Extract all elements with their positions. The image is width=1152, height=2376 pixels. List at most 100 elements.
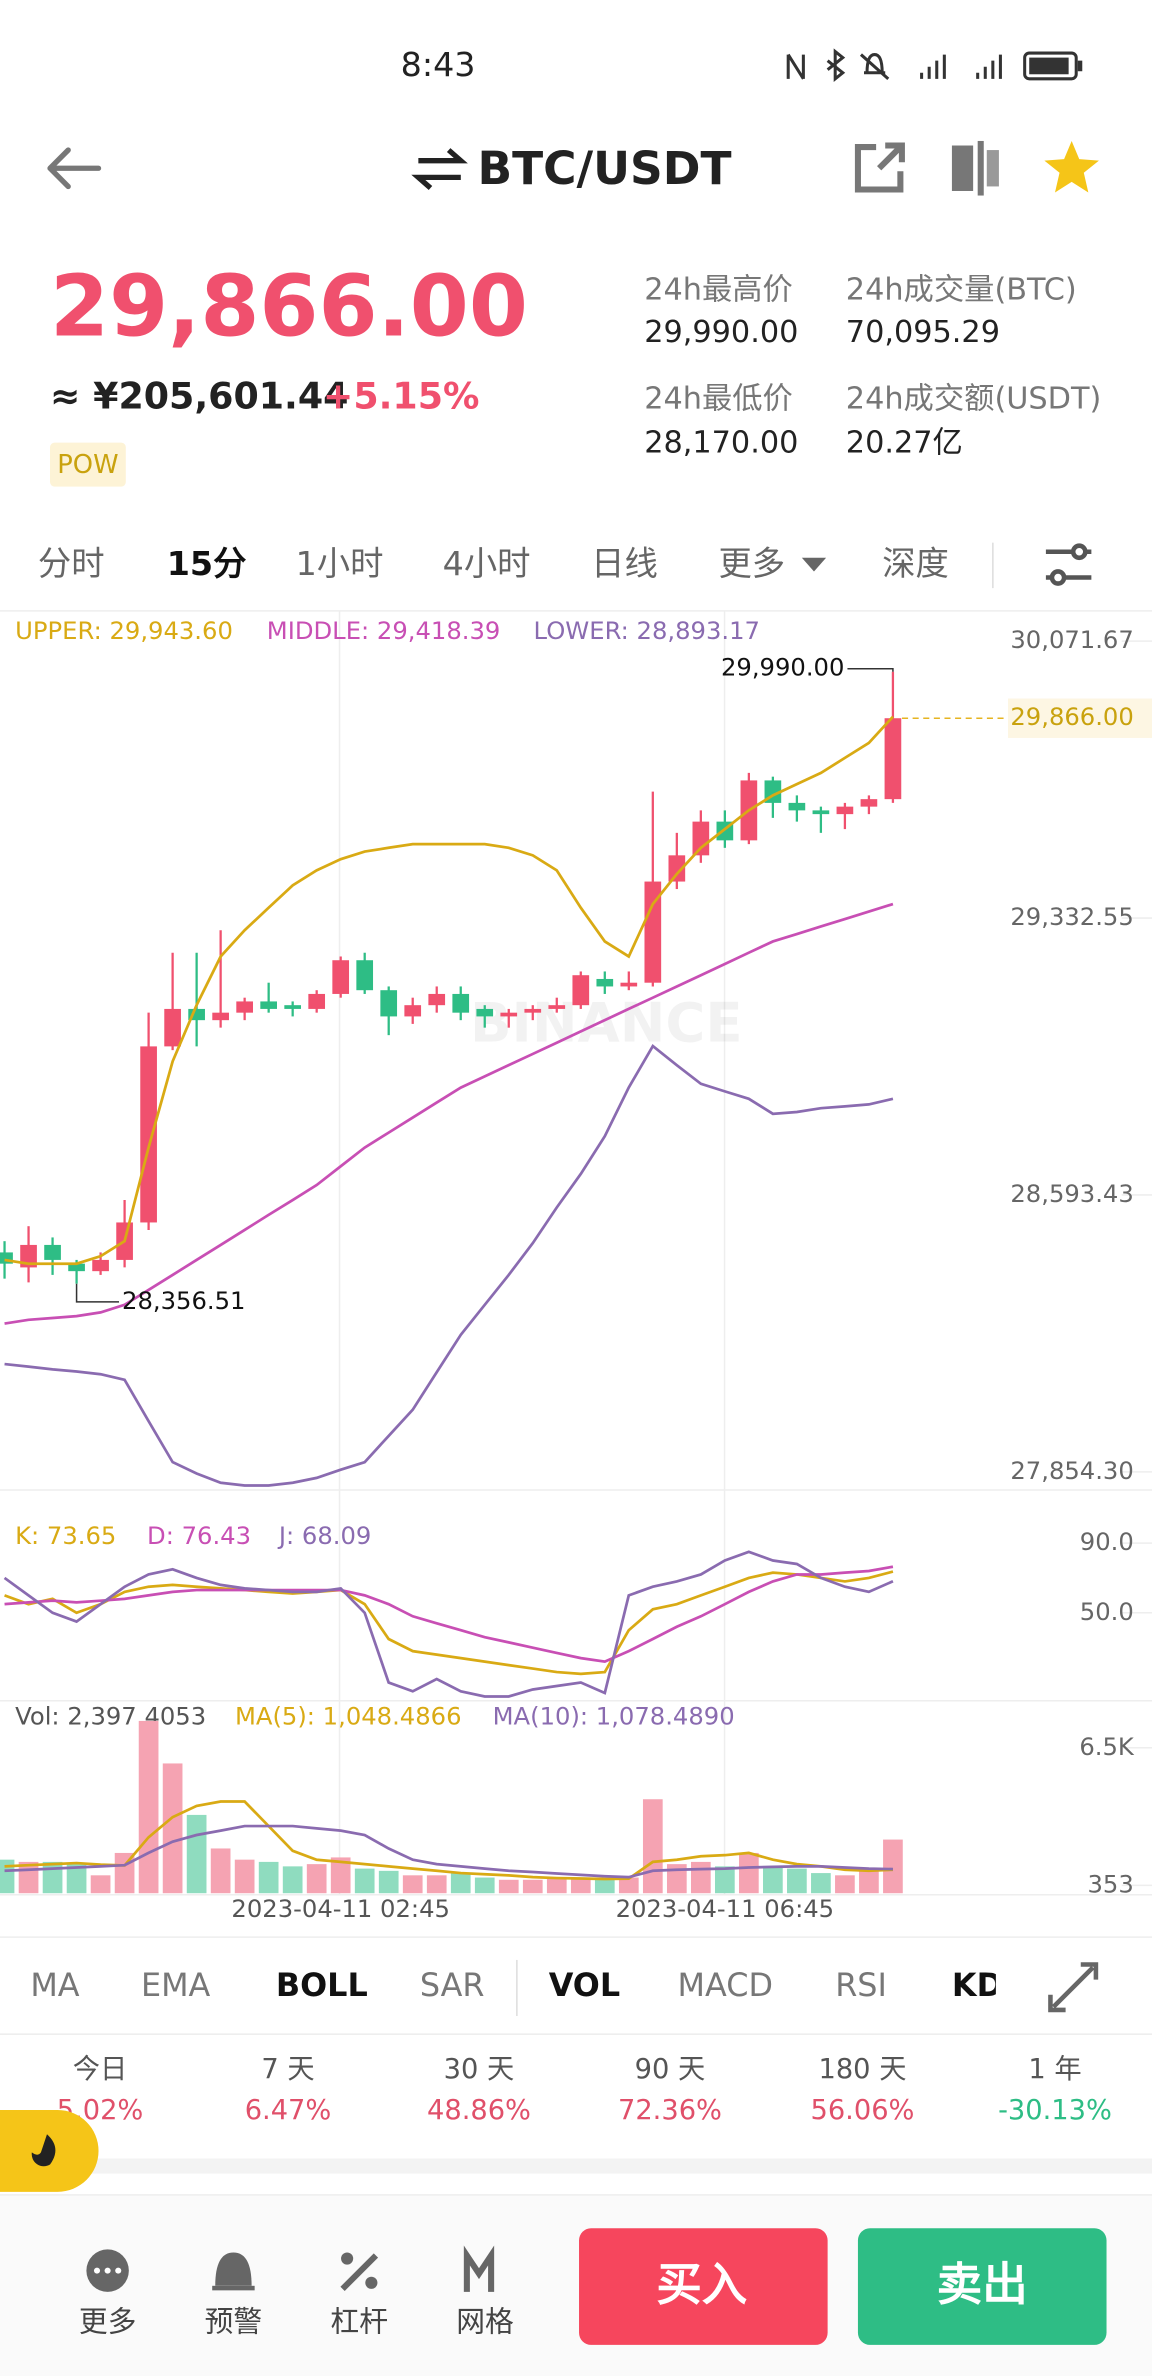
indicator-tab[interactable]: EMA (141, 1966, 211, 2004)
expand-button[interactable] (1048, 1962, 1099, 2013)
volume-bar (690, 1861, 711, 1894)
stat-label: 24h最高价 (644, 273, 793, 308)
interval-tab[interactable]: 15分 (167, 544, 247, 583)
favorite-star[interactable] (1044, 140, 1099, 193)
share-button[interactable] (854, 142, 905, 193)
y-tick-label: 50.0 (1080, 1597, 1134, 1626)
indicator-tab[interactable]: SAR (420, 1966, 485, 2004)
indicator-tab[interactable]: MA (30, 1966, 79, 2004)
candle-body (572, 975, 590, 1006)
candle-body (860, 799, 878, 807)
time-label: 2023-04-11 02:45 (231, 1894, 450, 1923)
candle-body (308, 993, 326, 1009)
status-time: 8:43 (401, 45, 476, 84)
sell-button[interactable] (857, 2228, 1107, 2345)
volume-bar (258, 1861, 279, 1894)
sell-label[interactable]: 卖出 (937, 2258, 1028, 2311)
volume-bar (186, 1814, 207, 1894)
candle-body (188, 1008, 205, 1021)
volume-bar (618, 1877, 639, 1894)
candle-body (836, 806, 854, 815)
y-tick-label: 90.0 (1080, 1527, 1134, 1556)
y-tick-label: 353 (1088, 1869, 1134, 1898)
interval-tab[interactable]: 1小时 (296, 544, 384, 583)
volume-bar (162, 1763, 183, 1894)
volume-bar (210, 1848, 231, 1894)
legend-entry: MA(5): 1,048.4866 (235, 1701, 462, 1730)
stat-label: 24h成交量(BTC) (846, 273, 1077, 308)
candle-body (500, 1012, 518, 1017)
panel-lines (0, 610, 1152, 2035)
stat-value: 70,095.29 (846, 315, 1000, 350)
volume-bar (763, 1866, 783, 1894)
swap-icon[interactable] (411, 148, 468, 190)
low-pointer (75, 1283, 120, 1303)
y-tick-label: 6.5K (1079, 1732, 1135, 1761)
indicator-tab[interactable]: VOL (549, 1966, 620, 2004)
candle-body (452, 993, 470, 1013)
period-label: 7 天 (261, 2054, 314, 2085)
candle-body (260, 1001, 277, 1009)
stat-label: 24h成交额(USDT) (846, 382, 1102, 417)
candle-body (524, 1008, 542, 1013)
stat-value: 29,990.00 (644, 315, 798, 350)
kdj-k (4, 1570, 894, 1676)
interval-tab[interactable]: 更多 (718, 544, 785, 583)
high-label: 29,990.00 (721, 653, 844, 682)
y-tick-label: 27,854.30 (1010, 1456, 1133, 1485)
volume-bar (811, 1873, 831, 1894)
volume-bar (138, 1720, 159, 1894)
pair-title: BTC/USDT (477, 142, 731, 195)
volume-bar (354, 1868, 375, 1894)
interval-tab[interactable]: 分时 (38, 544, 105, 583)
candle-body (356, 960, 374, 991)
candle-body (668, 855, 686, 882)
buy-button[interactable] (579, 2228, 828, 2345)
tag-badge (50, 442, 126, 487)
price-change: +5.15% (323, 375, 480, 418)
interval-tab[interactable]: 深度 (882, 544, 949, 583)
interval-tab[interactable]: 日线 (591, 544, 658, 583)
volume-bar (714, 1866, 735, 1894)
volume-bar (498, 1879, 519, 1894)
settings-button[interactable] (1045, 543, 1092, 586)
indicator-tab[interactable]: MACD (678, 1966, 773, 2004)
y-tick-label: 29,332.55 (1010, 902, 1133, 931)
volume-ma5 (4, 1800, 894, 1881)
tool-label[interactable]: 网格 (456, 2305, 514, 2339)
volume-bar (330, 1857, 351, 1894)
back-button[interactable] (47, 147, 102, 190)
indicator-tab[interactable]: KD (952, 1966, 1003, 2004)
layout-button[interactable] (951, 140, 999, 196)
tool-label[interactable]: 杠杆 (330, 2305, 388, 2339)
legend-entry: J: 68.09 (277, 1521, 371, 1550)
period-label: 90 天 (635, 2054, 706, 2085)
volume-bar (570, 1877, 591, 1894)
candle-body (548, 1005, 566, 1009)
candle-body (692, 821, 710, 856)
stat-label: 24h最低价 (644, 382, 793, 417)
period-value: 56.06% (810, 2095, 914, 2126)
last-price-label: 29,866.00 (1010, 702, 1133, 731)
period-label: 今日 (73, 2054, 128, 2085)
period-value: 72.36% (618, 2095, 722, 2126)
volume-bar (666, 1864, 687, 1894)
volume-bar (522, 1879, 543, 1894)
candle-body (788, 802, 806, 811)
tool-label[interactable]: 更多 (79, 2305, 137, 2339)
buy-label[interactable]: 买入 (656, 2258, 747, 2311)
indicator-tab[interactable]: BOLL (276, 1966, 368, 2004)
volume-bar (426, 1875, 447, 1894)
interval-tab[interactable]: 4小时 (443, 544, 531, 583)
candle-body (92, 1259, 109, 1272)
last-price: 29,866.00 (50, 258, 528, 357)
volume-bar (546, 1877, 567, 1894)
tool-label[interactable]: 预警 (205, 2305, 263, 2339)
y-tick-label: 28,593.43 (1010, 1179, 1133, 1208)
candle-body (236, 1001, 253, 1013)
indicator-tab[interactable]: RSI (835, 1966, 887, 2004)
flame-icon (31, 2134, 56, 2167)
boll-upper (4, 715, 894, 1266)
